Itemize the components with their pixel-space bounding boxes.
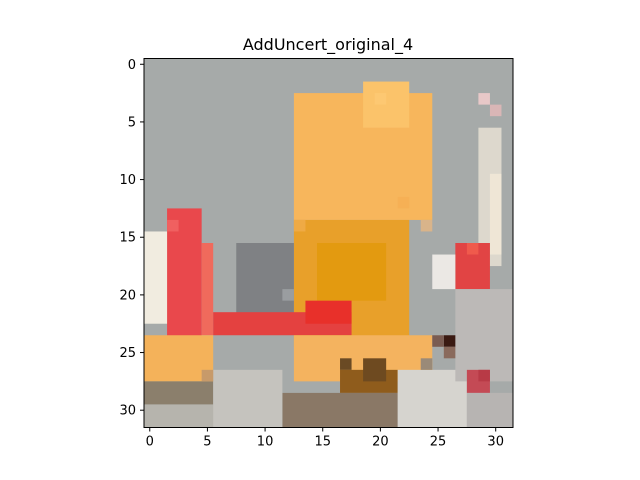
pixel [293,219,306,232]
x-tick-label: 25 [430,435,447,450]
region-tail-fin-edge [201,243,214,336]
pixel [397,196,410,209]
pixel [201,369,214,382]
region-lower-left-gray [144,404,225,428]
y-tick-label: 10 [119,173,136,188]
region-fuselage-core [316,243,387,301]
pixel [167,219,179,232]
region-left-edge-light [144,231,168,324]
chart-title: AddUncert_original_4 [243,35,413,55]
x-tick-label: 5 [203,435,211,450]
pixel [443,335,456,347]
y-tick-label: 25 [119,346,136,361]
pixel [489,104,502,117]
y-tick-label: 20 [119,288,136,303]
x-tick-label: 0 [146,435,154,450]
region-right-lower-gray [466,392,513,428]
y-tick-label: 5 [128,115,136,130]
pixel [443,346,456,359]
y-axis: 0 5 10 15 20 25 30 [119,58,144,419]
region-right-gray-lower [455,289,513,382]
pixel [466,243,479,255]
axes-frame [143,58,514,428]
x-tick-label: 10 [257,435,274,450]
y-tick-label: 30 [119,404,136,419]
region-ground-dark [282,392,398,428]
region-right-light-patch [432,254,456,290]
x-tick-label: 30 [487,435,504,450]
pixel [478,369,490,382]
pixel [420,219,433,232]
pixel [478,93,490,105]
region-ground-light [213,369,283,428]
region-tailplane-red-bright [305,300,352,324]
pixel [374,93,387,105]
region-lower-wing-brown [363,358,387,382]
y-tick-label: 15 [119,231,136,246]
x-tick-label: 15 [314,435,331,450]
x-axis: 0 5 10 15 20 25 30 [146,427,504,450]
pixel [340,358,352,370]
pixel [282,289,294,301]
pixel [432,335,444,347]
y-tick-label: 0 [128,58,136,73]
x-tick-label: 20 [372,435,389,450]
region-dark-hangar-block [236,243,294,324]
pixel [420,358,433,370]
heatmap-image [144,58,513,428]
region-lower-left-dark [144,381,214,405]
region-right-pale-post [489,173,502,255]
